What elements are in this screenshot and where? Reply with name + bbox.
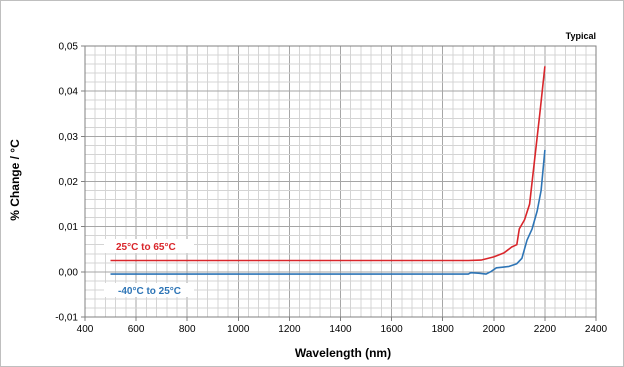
series-label-25-to-65: 25°C to 65°C	[116, 242, 176, 253]
x-axis-title: Wavelength (nm)	[295, 346, 391, 360]
x-tick-label: 400	[77, 324, 94, 335]
grid	[84, 45, 597, 318]
series-line-1	[110, 66, 546, 262]
y-tick-label: 0,01	[59, 222, 79, 233]
x-tick-label: 1600	[380, 324, 403, 335]
x-tick-label: 2400	[585, 324, 608, 335]
series-label-bg-2	[104, 283, 194, 297]
y-tick-label: 0,03	[59, 132, 79, 143]
axis-ticks: 400 600 800 1000 1200 1400 1600 1800 2000 2200 240…	[55, 42, 607, 336]
x-tick-label: 2200	[534, 324, 557, 335]
typical-annotation: Typical	[566, 31, 596, 41]
series-line-2	[110, 149, 546, 275]
y-tick-label: 0,02	[59, 177, 79, 188]
series-lines	[110, 66, 546, 275]
y-tick-label: 0,04	[59, 87, 79, 98]
y-tick-label: 0,05	[59, 42, 79, 53]
y-axis-title: % Change / °C	[8, 139, 22, 221]
x-tick-label: 1200	[278, 324, 301, 335]
y-tick-label: 0,00	[59, 267, 79, 278]
x-tick-label: 1800	[432, 324, 455, 335]
series-label-bg-1	[104, 239, 194, 253]
x-tick-label: 1000	[227, 324, 250, 335]
x-tick-label: 1400	[329, 324, 352, 335]
y-tick-label: -0,01	[55, 313, 78, 324]
series-label-minus40-to-25: -40°C to 25°C	[118, 286, 181, 297]
x-tick-label: 600	[128, 324, 145, 335]
x-tick-label: 800	[179, 324, 196, 335]
x-tick-label: 2000	[483, 324, 506, 335]
